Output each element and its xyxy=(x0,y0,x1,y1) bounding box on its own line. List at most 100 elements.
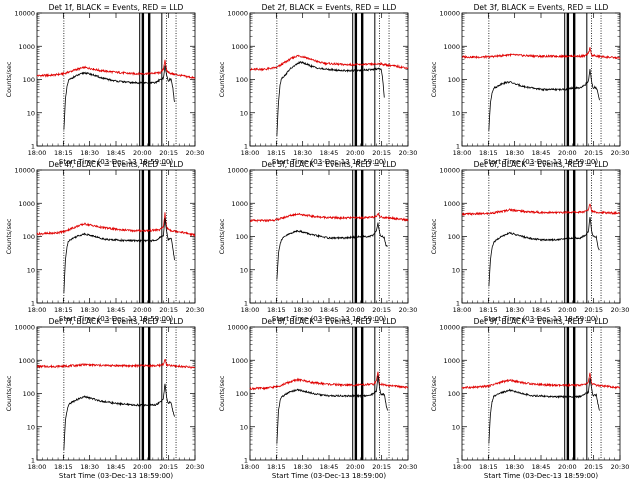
y-axis-title: Counts/sec xyxy=(218,61,226,97)
panel-title: Det 7f, BLACK = Events, RED = LLD xyxy=(49,317,184,326)
y-tick-label: 1000 xyxy=(18,200,35,208)
x-tick-label: 20:15 xyxy=(584,463,603,471)
x-axis-title: Start Time (03-Dec-13 18:59:00) xyxy=(272,315,386,323)
panel-title: Det 1f, BLACK = Events, RED = LLD xyxy=(49,3,184,12)
x-tick-label: 18:30 xyxy=(293,149,312,157)
x-tick-label: 18:15 xyxy=(54,306,73,314)
y-tick-label: 1 xyxy=(456,143,460,151)
y-axis-title: Counts/sec xyxy=(5,218,13,254)
y-tick-label: 1000 xyxy=(443,43,460,51)
x-tick-label: 18:30 xyxy=(293,463,312,471)
y-tick-label: 10000 xyxy=(14,10,35,18)
panel-title: Det 5f, BLACK = Events, RED = LLD xyxy=(262,160,397,169)
y-tick-label: 100 xyxy=(448,76,460,84)
x-tick-label: 20:15 xyxy=(372,306,391,314)
x-tick-label: 20:30 xyxy=(186,306,205,314)
x-tick-label: 18:45 xyxy=(532,463,551,471)
y-tick-label: 100 xyxy=(236,76,248,84)
y-axis-title: Counts/sec xyxy=(430,61,438,97)
y-tick-label: 1000 xyxy=(18,357,35,365)
y-tick-label: 1000 xyxy=(231,43,248,51)
y-tick-label: 1 xyxy=(31,457,35,465)
x-tick-label: 20:00 xyxy=(133,306,152,314)
x-tick-label: 18:00 xyxy=(28,463,47,471)
x-tick-label: 18:00 xyxy=(453,306,472,314)
y-tick-label: 100 xyxy=(448,233,460,241)
x-tick-label: 18:15 xyxy=(479,463,498,471)
x-tick-label: 18:00 xyxy=(28,306,47,314)
events-trace xyxy=(488,216,600,287)
events-trace xyxy=(488,68,600,131)
panel-3: Det 3f, BLACK = Events, RED = LLD 1 10 100 1… xyxy=(430,3,629,166)
x-tick-label: 20:30 xyxy=(399,306,418,314)
x-axis-title: Start Time (03-Dec-13 18:59:00) xyxy=(484,472,598,480)
y-tick-label: 1000 xyxy=(231,357,248,365)
x-tick-label: 20:30 xyxy=(186,149,205,157)
panel-title: Det 6f, BLACK = Events, RED = LLD xyxy=(474,160,609,169)
x-tick-label: 20:00 xyxy=(133,149,152,157)
x-tick-label: 18:45 xyxy=(320,306,339,314)
x-tick-label: 18:30 xyxy=(80,149,99,157)
x-tick-label: 20:15 xyxy=(584,149,603,157)
y-tick-label: 100 xyxy=(236,233,248,241)
x-tick-label: 18:30 xyxy=(80,463,99,471)
y-tick-label: 10000 xyxy=(439,167,460,175)
x-tick-label: 20:30 xyxy=(186,463,205,471)
y-tick-label: 100 xyxy=(23,76,35,84)
x-axis-title: Start Time (03-Dec-13 18:59:00) xyxy=(272,472,386,480)
y-tick-label: 1000 xyxy=(443,200,460,208)
y-tick-label: 100 xyxy=(236,390,248,398)
x-tick-label: 20:15 xyxy=(159,149,178,157)
y-tick-label: 100 xyxy=(448,390,460,398)
x-tick-label: 18:15 xyxy=(267,463,286,471)
y-tick-label: 10000 xyxy=(227,10,248,18)
panel-8: Det 8f, BLACK = Events, RED = LLD 1 10 100 1… xyxy=(218,317,417,480)
y-tick-label: 1 xyxy=(456,300,460,308)
y-tick-label: 10 xyxy=(240,423,248,431)
x-tick-label: 18:45 xyxy=(532,149,551,157)
panel-5: Det 5f, BLACK = Events, RED = LLD 1 10 100 1… xyxy=(218,160,417,323)
y-axis-title: Counts/sec xyxy=(5,375,13,411)
x-tick-label: 20:30 xyxy=(611,149,630,157)
panel-title: Det 9f, BLACK = Events, RED = LLD xyxy=(474,317,609,326)
x-axis-title: Start Time (03-Dec-13 18:59:00) xyxy=(59,472,173,480)
x-tick-label: 18:30 xyxy=(505,149,524,157)
panel-9: Det 9f, BLACK = Events, RED = LLD 1 10 100 1… xyxy=(430,317,629,480)
x-tick-label: 18:15 xyxy=(54,149,73,157)
x-tick-label: 20:00 xyxy=(346,463,365,471)
x-tick-label: 20:15 xyxy=(372,463,391,471)
x-axis-title: Start Time (03-Dec-13 18:59:00) xyxy=(272,158,386,166)
x-tick-label: 20:30 xyxy=(611,463,630,471)
y-tick-label: 10 xyxy=(27,423,35,431)
lld-trace xyxy=(36,59,196,80)
y-tick-label: 10 xyxy=(240,266,248,274)
x-tick-label: 20:00 xyxy=(558,149,577,157)
y-tick-label: 1 xyxy=(456,457,460,465)
x-axis-title: Start Time (03-Dec-13 18:59:00) xyxy=(59,158,173,166)
panel-1: Det 1f, BLACK = Events, RED = LLD 1 10 100 1… xyxy=(5,3,204,166)
x-tick-label: 18:00 xyxy=(241,149,260,157)
events-trace xyxy=(276,60,385,137)
y-tick-label: 10000 xyxy=(14,324,35,332)
x-tick-label: 18:00 xyxy=(453,149,472,157)
events-trace xyxy=(488,378,600,444)
x-tick-label: 18:15 xyxy=(479,149,498,157)
x-axis-title: Start Time (03-Dec-13 18:59:00) xyxy=(484,315,598,323)
x-tick-label: 20:15 xyxy=(159,306,178,314)
x-tick-label: 20:00 xyxy=(133,463,152,471)
lld-trace xyxy=(461,47,621,60)
lld-trace xyxy=(249,371,409,391)
events-trace xyxy=(276,222,388,280)
x-axis-title: Start Time (03-Dec-13 18:59:00) xyxy=(59,315,173,323)
x-tick-label: 18:15 xyxy=(54,463,73,471)
panel-title: Det 8f, BLACK = Events, RED = LLD xyxy=(262,317,397,326)
y-tick-label: 10000 xyxy=(227,324,248,332)
x-tick-label: 18:30 xyxy=(80,306,99,314)
lld-trace xyxy=(249,54,409,72)
x-tick-label: 18:45 xyxy=(107,306,126,314)
lld-trace xyxy=(36,212,196,238)
y-tick-label: 1 xyxy=(31,300,35,308)
y-axis-title: Counts/sec xyxy=(430,375,438,411)
x-axis-title: Start Time (03-Dec-13 18:59:00) xyxy=(484,158,598,166)
x-tick-label: 18:30 xyxy=(293,306,312,314)
